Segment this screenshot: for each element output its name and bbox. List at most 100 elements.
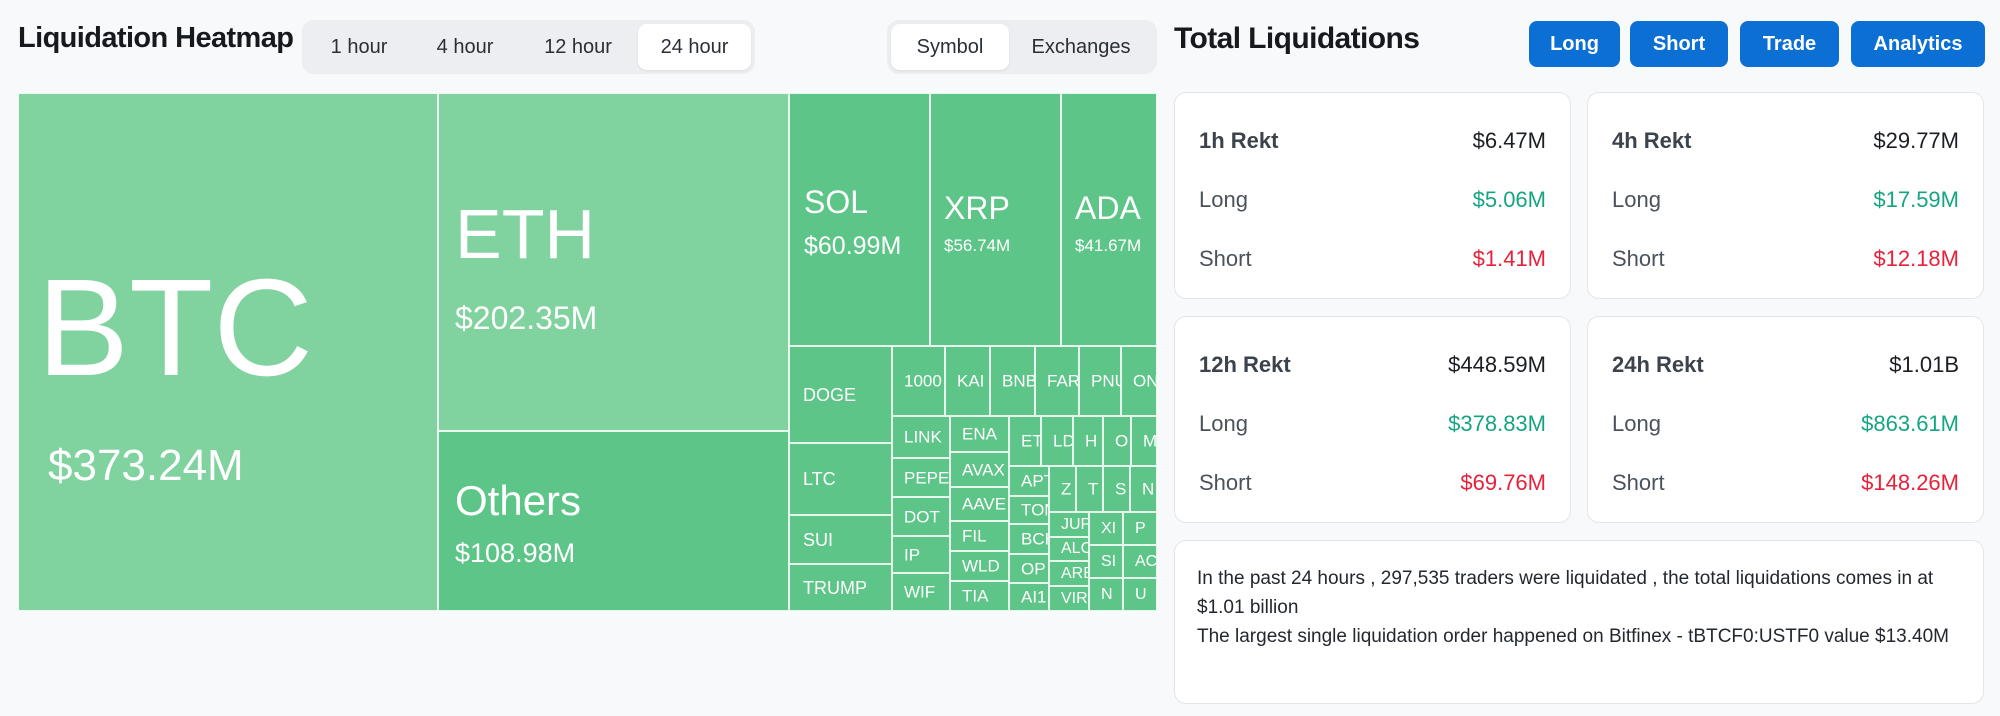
tile-bnb[interactable]: BNB bbox=[990, 346, 1035, 416]
tab-1-hour[interactable]: 1 hour bbox=[330, 35, 388, 58]
tile-symbol: Z bbox=[1061, 479, 1072, 499]
tile-n[interactable]: N bbox=[1130, 466, 1157, 512]
liquidation-summary: In the past 24 hours , 297,535 traders w… bbox=[1174, 540, 1984, 704]
tile-p[interactable]: P bbox=[1123, 512, 1157, 545]
tile-h[interactable]: H bbox=[1073, 416, 1103, 466]
rekt-card-4h: 4h Rekt $29.77M Long $17.59M Short $12.1… bbox=[1587, 92, 1984, 299]
tile-ip[interactable]: IP bbox=[892, 536, 950, 573]
tile-ld[interactable]: LD bbox=[1041, 416, 1073, 466]
tile-s[interactable]: S bbox=[1103, 466, 1130, 512]
tile-value: $202.35M bbox=[455, 300, 598, 336]
tile-symbol: PNU bbox=[1091, 371, 1120, 391]
rekt-long-row: Long $863.61M bbox=[1612, 409, 1959, 439]
tile-vir[interactable]: VIR bbox=[1049, 586, 1089, 611]
rekt-total-value: $29.77M bbox=[1873, 128, 1959, 153]
tile-btc[interactable]: BTC $373.24M bbox=[18, 93, 438, 611]
tile-jup[interactable]: JUP bbox=[1049, 512, 1089, 537]
tile-alc[interactable]: ALC bbox=[1049, 537, 1089, 561]
tile-1000[interactable]: 1000 bbox=[892, 346, 945, 416]
tile-value: $108.98M bbox=[455, 538, 576, 568]
long-label: Long bbox=[1199, 411, 1248, 436]
tile-z[interactable]: Z bbox=[1049, 466, 1076, 512]
tile-ena[interactable]: ENA bbox=[950, 416, 1009, 452]
tile-arb[interactable]: ARB bbox=[1049, 561, 1089, 586]
tile-apt[interactable]: APT bbox=[1009, 466, 1049, 496]
tab-12-hour[interactable]: 12 hour bbox=[544, 35, 612, 58]
long-value: $863.61M bbox=[1861, 411, 1959, 436]
tile-et[interactable]: ET bbox=[1009, 416, 1041, 466]
tile-doge[interactable]: DOGE bbox=[789, 346, 892, 443]
tile-xi[interactable]: XI bbox=[1089, 512, 1123, 545]
tile-symbol: DOGE bbox=[803, 384, 857, 405]
rekt-label: 4h Rekt bbox=[1612, 128, 1692, 153]
tile-symbol: BNB bbox=[1002, 371, 1035, 391]
tile-sol[interactable]: SOL $60.99M bbox=[789, 93, 930, 346]
tile-bch[interactable]: BCH bbox=[1009, 524, 1049, 554]
tile-symbol: WLD bbox=[962, 556, 1000, 576]
tile-symbol: IP bbox=[904, 545, 921, 564]
tile-m[interactable]: M bbox=[1131, 416, 1157, 466]
trade-button[interactable]: Trade bbox=[1740, 21, 1839, 67]
tile-value: $373.24M bbox=[48, 441, 244, 490]
short-value: $69.76M bbox=[1460, 470, 1546, 495]
tile-ai1[interactable]: AI1 bbox=[1009, 583, 1049, 611]
tile-trump[interactable]: TRUMP bbox=[789, 564, 892, 611]
tile-u[interactable]: U bbox=[1123, 578, 1157, 611]
tile-others[interactable]: Others $108.98M bbox=[438, 431, 789, 611]
tile-si[interactable]: SI bbox=[1089, 545, 1123, 578]
rekt-short-row: Short $12.18M bbox=[1612, 244, 1959, 274]
tile-symbol: 1000 bbox=[904, 371, 942, 391]
tile-ltc[interactable]: LTC bbox=[789, 443, 892, 515]
rekt-short-row: Short $69.76M bbox=[1199, 468, 1546, 498]
tile-far[interactable]: FAR bbox=[1035, 346, 1079, 416]
tile-dot[interactable]: DOT bbox=[892, 497, 950, 536]
tile-sui[interactable]: SUI bbox=[789, 515, 892, 564]
tile-t[interactable]: T bbox=[1076, 466, 1103, 512]
tile-kai[interactable]: KAI bbox=[945, 346, 990, 416]
tile-symbol: XI bbox=[1101, 519, 1117, 537]
tile-symbol: FAR bbox=[1047, 371, 1079, 391]
tile-o[interactable]: O bbox=[1103, 416, 1131, 466]
tile-eth[interactable]: ETH $202.35M bbox=[438, 93, 789, 431]
tile-symbol: VIR bbox=[1061, 589, 1088, 607]
tile-symbol: ADA bbox=[1075, 190, 1141, 226]
tab-24-hour[interactable]: 24 hour bbox=[638, 24, 751, 70]
tile-ton[interactable]: TON bbox=[1009, 496, 1049, 524]
tile-ada[interactable]: ADA $41.67M bbox=[1061, 93, 1157, 346]
tile-fil[interactable]: FIL bbox=[950, 521, 1009, 551]
tab-symbol[interactable]: Symbol bbox=[891, 24, 1009, 70]
tile-symbol: N bbox=[1142, 479, 1155, 499]
summary-line-largest-order: The largest single liquidation order hap… bbox=[1197, 626, 1949, 647]
short-button[interactable]: Short bbox=[1630, 21, 1728, 67]
short-label: Short bbox=[1199, 246, 1252, 271]
tile-wif[interactable]: WIF bbox=[892, 573, 950, 611]
short-label: Short bbox=[1612, 470, 1665, 495]
tile-avax[interactable]: AVAX bbox=[950, 452, 1009, 487]
view-mode-tabs: Symbol Exchanges bbox=[887, 20, 1157, 74]
tab-4-hour[interactable]: 4 hour bbox=[436, 35, 494, 58]
tile-value: $41.67M bbox=[1075, 236, 1142, 255]
tile-symbol: Others bbox=[455, 477, 582, 524]
rekt-card-1h: 1h Rekt $6.47M Long $5.06M Short $1.41M bbox=[1174, 92, 1571, 299]
tile-aave[interactable]: AAVE bbox=[950, 487, 1009, 521]
tile-on[interactable]: ON bbox=[1121, 346, 1157, 416]
analytics-button[interactable]: Analytics bbox=[1851, 21, 1985, 67]
tile-symbol: XRP bbox=[944, 190, 1010, 226]
tile-pepe[interactable]: PEPE bbox=[892, 458, 950, 497]
rekt-total-row: 1h Rekt $6.47M bbox=[1199, 126, 1546, 156]
tile-wld[interactable]: WLD bbox=[950, 551, 1009, 581]
long-label: Long bbox=[1612, 411, 1661, 436]
tab-exchanges[interactable]: Exchanges bbox=[1031, 35, 1131, 58]
tile-xrp[interactable]: XRP $56.74M bbox=[930, 93, 1061, 346]
long-label: Long bbox=[1199, 187, 1248, 212]
tile-op[interactable]: OP bbox=[1009, 554, 1049, 583]
tile-link[interactable]: LINK bbox=[892, 416, 950, 458]
tile-tia[interactable]: TIA bbox=[950, 581, 1009, 611]
long-button[interactable]: Long bbox=[1529, 21, 1620, 67]
short-value: $12.18M bbox=[1873, 246, 1959, 271]
tile-symbol: ARB bbox=[1061, 564, 1088, 582]
tile-n-2[interactable]: N bbox=[1089, 578, 1123, 611]
tile-ac[interactable]: AC bbox=[1123, 545, 1157, 578]
tile-symbol: AAVE bbox=[962, 494, 1007, 514]
tile-pnu[interactable]: PNU bbox=[1079, 346, 1121, 416]
